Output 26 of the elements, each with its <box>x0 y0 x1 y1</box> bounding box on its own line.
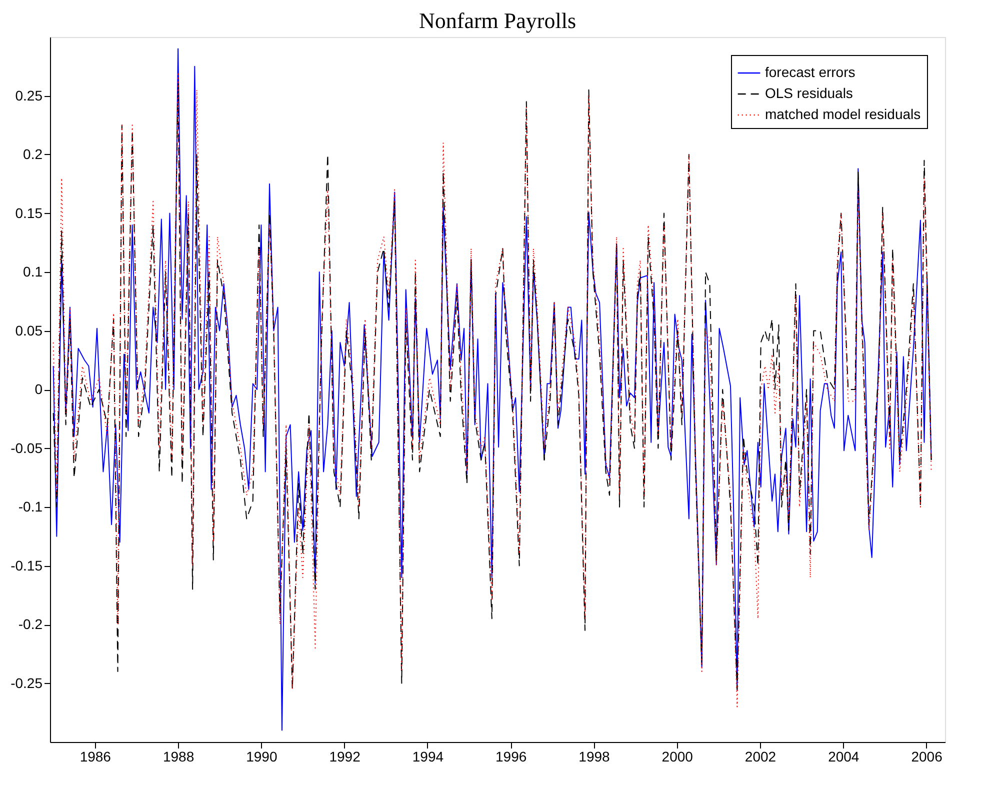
x-tick-label: 1992 <box>329 748 361 764</box>
x-tick-label: 2004 <box>828 748 860 764</box>
legend-label: forecast errors <box>765 64 856 80</box>
chart-title: Nonfarm Payrolls <box>418 8 576 33</box>
x-tick-label: 1994 <box>412 748 444 764</box>
y-tick-label: -0.1 <box>18 498 43 514</box>
y-tick-label: 0.15 <box>15 204 43 221</box>
x-tick-label: 2002 <box>744 748 776 764</box>
legend-label: matched model residuals <box>765 106 921 122</box>
x-tick-label: 2006 <box>911 748 943 764</box>
y-tick-label: 0.2 <box>23 146 43 162</box>
y-tick-label: 0.25 <box>15 87 43 104</box>
y-tick-label: -0.25 <box>10 674 43 691</box>
y-tick-label: -0.05 <box>10 440 43 456</box>
x-tick-label: 1996 <box>496 748 527 764</box>
y-tick-label: -0.2 <box>18 616 43 632</box>
y-tick-label: 0.1 <box>23 264 43 280</box>
x-tick-label: 1990 <box>246 748 278 764</box>
y-tick-label: -0.15 <box>10 557 43 574</box>
y-tick-label: 0 <box>34 381 43 397</box>
y-tick-label: 0.05 <box>15 322 43 338</box>
x-tick-label: 1988 <box>162 748 194 764</box>
x-tick-label: 2000 <box>662 748 694 764</box>
x-tick-label: 1986 <box>80 748 112 764</box>
legend-label: OLS residuals <box>765 85 853 101</box>
x-tick-label: 1998 <box>578 748 610 764</box>
